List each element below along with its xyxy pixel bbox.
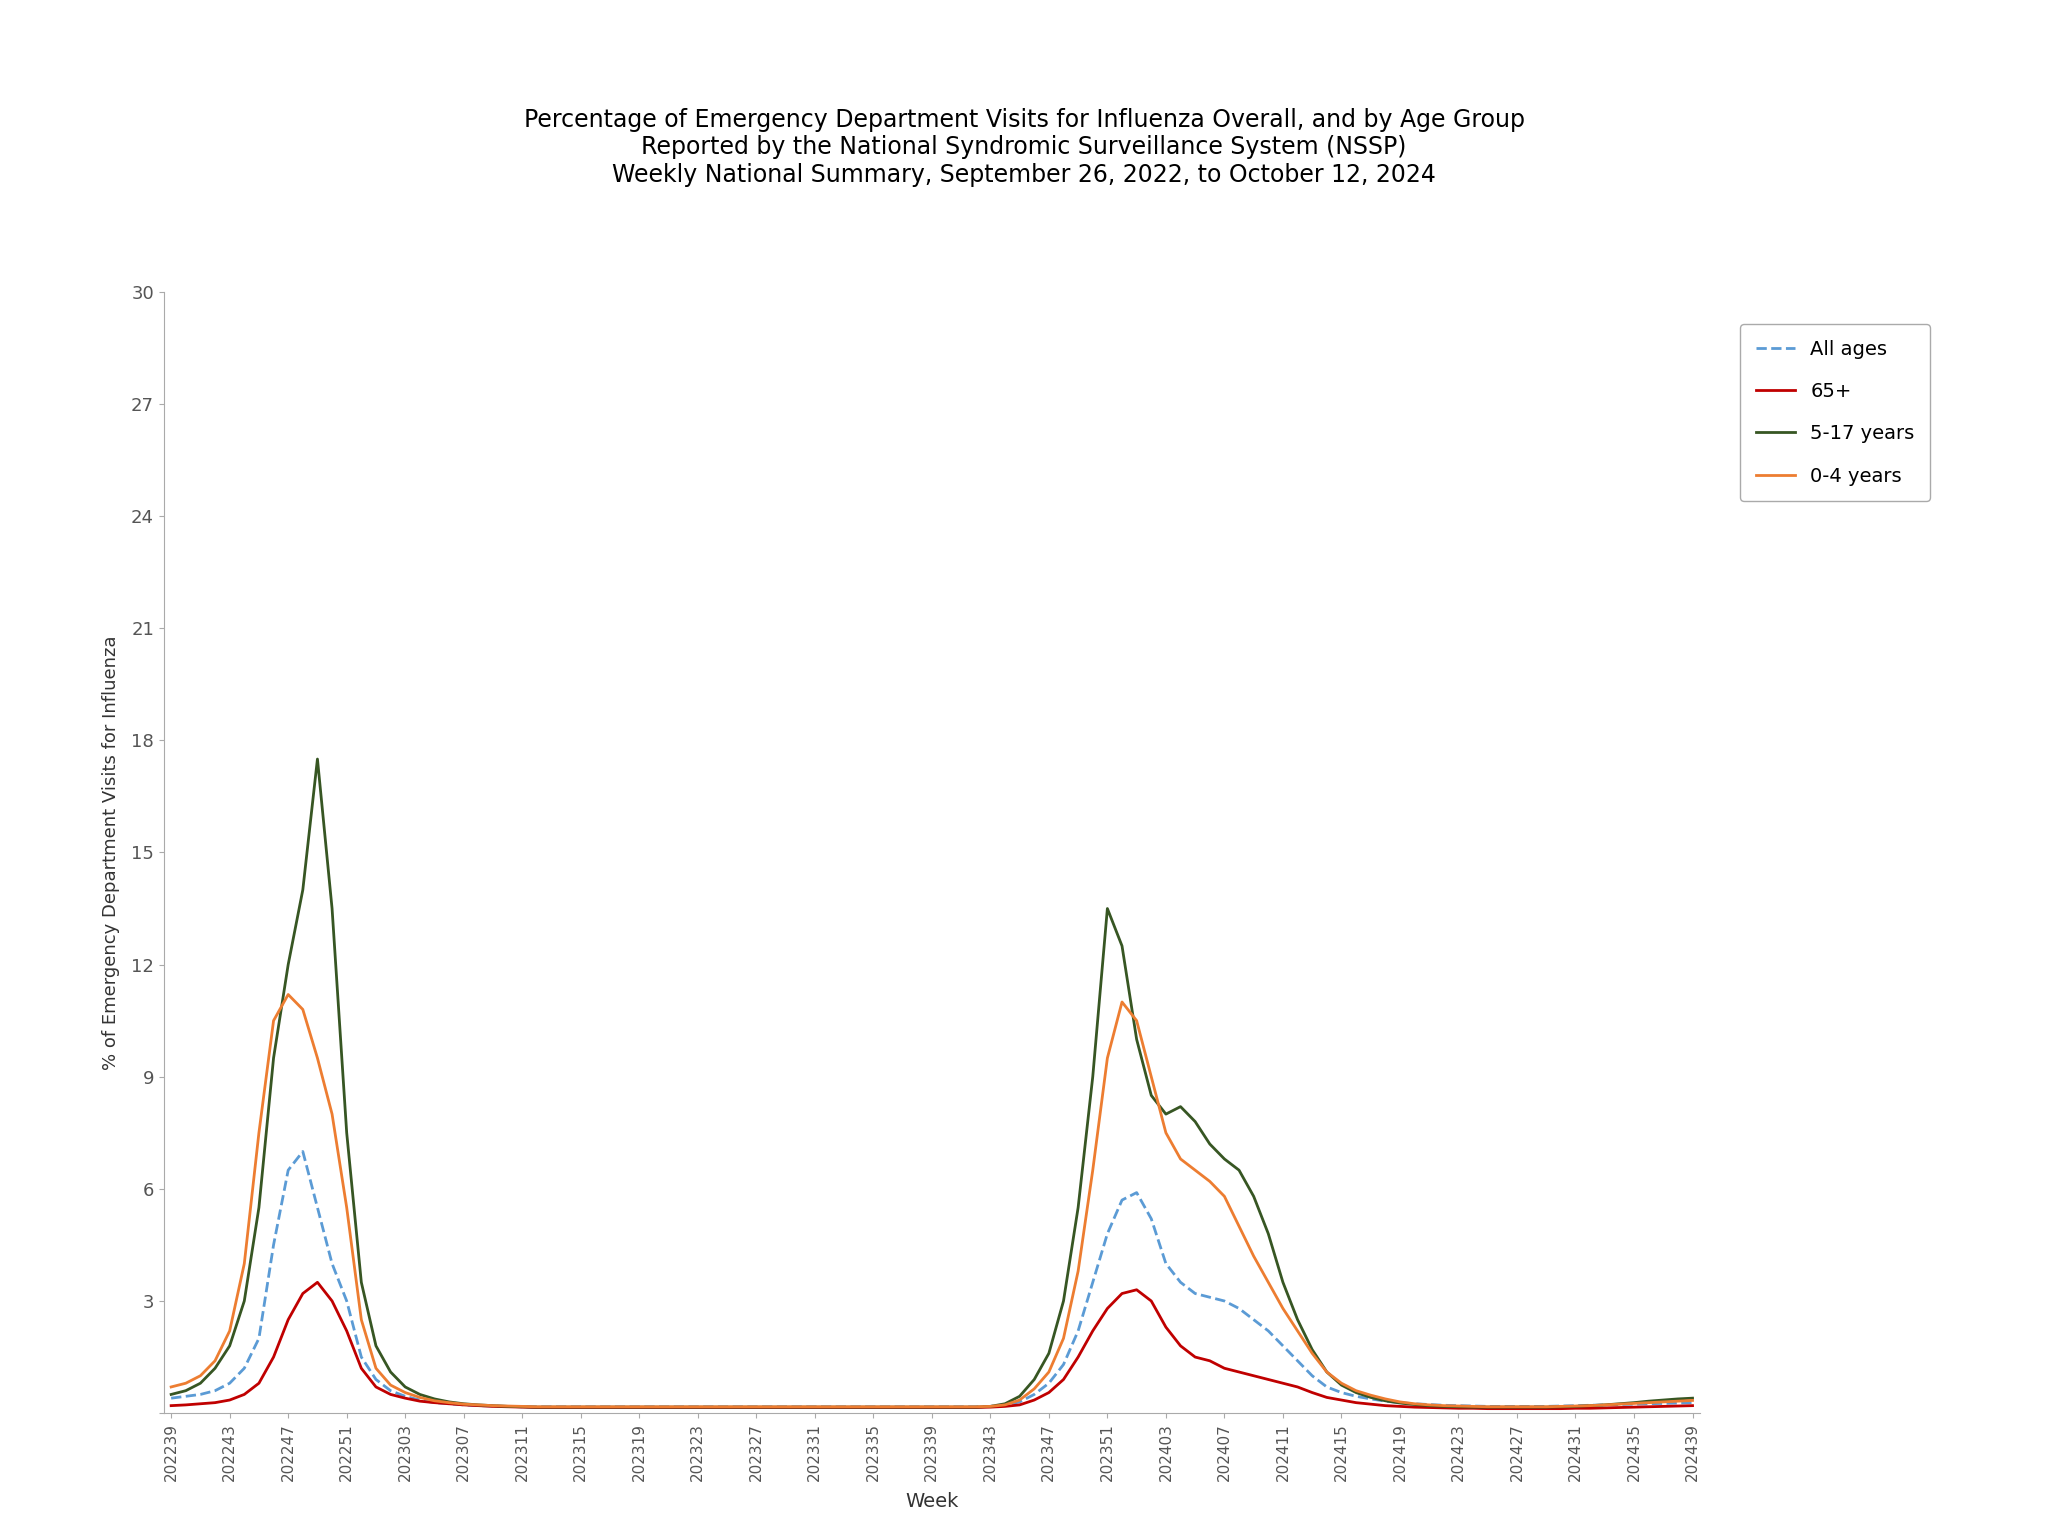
Line: 5-17 years: 5-17 years xyxy=(172,759,1692,1407)
5-17 years xyxy=(160,1385,184,1404)
65+ xyxy=(174,1396,199,1415)
5-17 years xyxy=(1300,1341,1325,1359)
Line: All ages: All ages xyxy=(172,1152,1692,1407)
65+ xyxy=(1270,1375,1294,1393)
0-4 years xyxy=(160,1378,184,1396)
5-17 years xyxy=(379,1362,403,1381)
65+ xyxy=(831,1398,856,1416)
65+ xyxy=(160,1396,184,1415)
5-17 years xyxy=(174,1381,199,1399)
65+ xyxy=(1679,1396,1704,1415)
0-4 years xyxy=(774,1398,799,1416)
5-17 years xyxy=(1679,1389,1704,1407)
All ages xyxy=(1679,1393,1704,1412)
5-17 years xyxy=(774,1398,799,1416)
0-4 years xyxy=(1286,1321,1311,1339)
All ages xyxy=(1286,1352,1311,1370)
All ages xyxy=(510,1398,535,1416)
Legend: All ages, 65+, 5-17 years, 0-4 years: All ages, 65+, 5-17 years, 0-4 years xyxy=(1741,324,1929,501)
All ages xyxy=(160,1389,184,1407)
0-4 years xyxy=(846,1398,870,1416)
65+ xyxy=(305,1273,330,1292)
All ages xyxy=(291,1143,315,1161)
All ages xyxy=(846,1398,870,1416)
All ages xyxy=(174,1387,199,1405)
65+ xyxy=(1286,1378,1311,1396)
5-17 years xyxy=(305,750,330,768)
5-17 years xyxy=(1286,1310,1311,1329)
0-4 years xyxy=(1679,1392,1704,1410)
All ages xyxy=(774,1398,799,1416)
5-17 years xyxy=(524,1398,549,1416)
All ages xyxy=(379,1381,403,1399)
65+ xyxy=(379,1385,403,1404)
X-axis label: Week: Week xyxy=(905,1491,958,1511)
65+ xyxy=(1475,1399,1499,1418)
Line: 0-4 years: 0-4 years xyxy=(172,994,1692,1407)
Text: Percentage of Emergency Department Visits for Influenza Overall, and by Age Grou: Percentage of Emergency Department Visit… xyxy=(524,108,1524,187)
0-4 years xyxy=(524,1398,549,1416)
0-4 years xyxy=(276,985,301,1003)
0-4 years xyxy=(174,1375,199,1393)
Y-axis label: % of Emergency Department Visits for Influenza: % of Emergency Department Visits for Inf… xyxy=(102,636,121,1069)
5-17 years xyxy=(846,1398,870,1416)
0-4 years xyxy=(1300,1344,1325,1362)
All ages xyxy=(1300,1367,1325,1385)
65+ xyxy=(758,1398,782,1416)
Line: 65+: 65+ xyxy=(172,1283,1692,1409)
0-4 years xyxy=(379,1376,403,1395)
